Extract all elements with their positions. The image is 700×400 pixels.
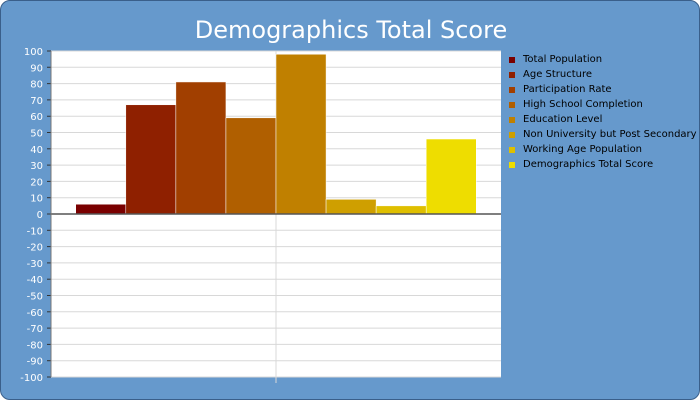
y-tick-label: 20 xyxy=(30,177,43,188)
bar xyxy=(125,104,177,215)
legend-label: Total Population xyxy=(523,54,603,65)
legend-item: Non University but Post Secondary xyxy=(509,127,697,142)
legend-item: Demographics Total Score xyxy=(509,157,697,172)
legend-item: Total Population xyxy=(509,52,697,67)
legend-swatch xyxy=(509,71,515,78)
y-tick-label: 90 xyxy=(30,63,43,74)
y-tick-label: 0 xyxy=(37,210,43,221)
legend-label: Education Level xyxy=(523,114,603,125)
legend-swatch xyxy=(509,131,515,138)
legend-swatch xyxy=(509,56,515,63)
legend-swatch xyxy=(509,101,515,108)
y-tick-label: -70 xyxy=(27,324,43,335)
legend-label: Participation Rate xyxy=(523,84,612,95)
legend-label: Age Structure xyxy=(523,69,593,80)
legend-item: High School Completion xyxy=(509,97,697,112)
legend-label: Demographics Total Score xyxy=(523,159,654,170)
y-tick-label: -80 xyxy=(27,340,43,351)
y-tick-label: 40 xyxy=(30,145,43,156)
legend-swatch xyxy=(509,146,515,153)
y-tick-label: -60 xyxy=(27,308,43,319)
legend-swatch xyxy=(509,86,515,93)
legend-item: Age Structure xyxy=(509,67,697,82)
legend-label: Working Age Population xyxy=(523,144,643,155)
legend-swatch xyxy=(509,161,515,168)
bar xyxy=(275,54,327,215)
y-tick-label: 30 xyxy=(30,161,43,172)
y-tick-label: 80 xyxy=(30,80,43,91)
bar xyxy=(225,117,277,215)
bar xyxy=(425,138,477,215)
bar xyxy=(325,199,377,215)
bar xyxy=(175,81,227,215)
y-tick-label: -50 xyxy=(27,292,43,303)
legend-label: Non University but Post Secondary xyxy=(523,129,697,140)
bar xyxy=(375,205,427,215)
y-tick-label: -40 xyxy=(27,275,43,286)
y-tick-label: -90 xyxy=(27,357,43,368)
legend-swatch xyxy=(509,116,515,123)
y-tick-label: -20 xyxy=(27,243,43,254)
y-tick-label: 50 xyxy=(30,129,43,140)
chart-title: Demographics Total Score xyxy=(194,16,508,44)
y-tick-label: 10 xyxy=(30,194,43,205)
legend-label: High School Completion xyxy=(523,99,643,110)
y-tick-label: 70 xyxy=(30,96,43,107)
legend-item: Education Level xyxy=(509,112,697,127)
legend-item: Working Age Population xyxy=(509,142,697,157)
legend-item: Participation Rate xyxy=(509,82,697,97)
bar xyxy=(75,203,127,215)
y-tick-label: -100 xyxy=(20,373,43,384)
y-tick-label: -10 xyxy=(27,226,43,237)
y-tick-label: -30 xyxy=(27,259,43,270)
y-tick-label: 60 xyxy=(30,112,43,123)
chart-legend: Total Population Age Structure Participati… xyxy=(509,52,697,172)
y-tick-label: 100 xyxy=(24,47,43,58)
